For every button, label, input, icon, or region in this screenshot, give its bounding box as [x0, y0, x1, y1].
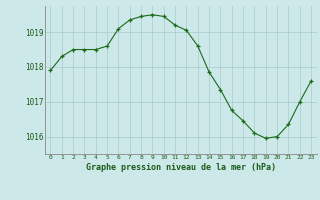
- X-axis label: Graphe pression niveau de la mer (hPa): Graphe pression niveau de la mer (hPa): [86, 163, 276, 172]
